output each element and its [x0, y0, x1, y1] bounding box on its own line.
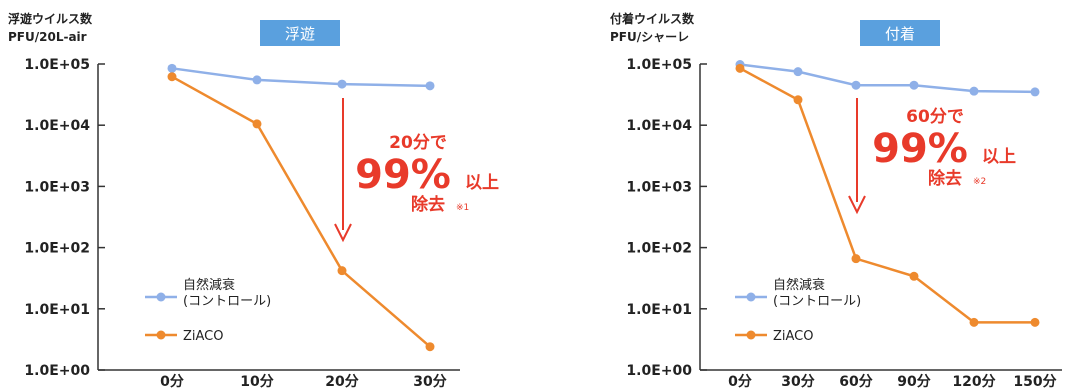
x-tick-label: 0分	[728, 374, 752, 389]
annotation-time: 20分で	[389, 133, 447, 153]
x-tick-label: 120分	[952, 374, 995, 389]
annotation-time: 60分で	[906, 107, 964, 127]
legend-swatch-control-dot	[746, 292, 756, 302]
legend-swatch-ziaco-dot	[156, 330, 166, 340]
y-tick-label: 1.0E+02	[24, 241, 90, 257]
legend-label-ziaco: ZiACO	[773, 329, 814, 344]
control-data-point	[252, 75, 262, 85]
y-axis-label-line2: PFU/20L-air	[8, 30, 87, 44]
ziaco-data-point	[167, 72, 177, 82]
annotation-removal: 除去	[928, 168, 962, 189]
ziaco-data-point	[851, 254, 861, 264]
legend-label-control-line1: 自然減衰	[183, 277, 235, 293]
control-data-point	[1030, 87, 1040, 97]
y-tick-label: 1.0E+04	[24, 118, 90, 134]
y-axis-label-line1: 付着ウイルス数	[610, 11, 695, 26]
legend-swatch-control-dot	[156, 292, 166, 302]
annotation-removal: 除去	[411, 194, 445, 215]
chart-title: 浮遊	[285, 25, 315, 43]
x-tick-label: 90分	[897, 374, 930, 389]
chart-title-box	[860, 20, 940, 46]
y-tick-label: 1.0E+02	[626, 241, 692, 257]
legend-label-control-line1: 自然減衰	[773, 277, 825, 293]
y-tick-label: 1.0E+01	[626, 302, 692, 318]
chart-title: 付着	[885, 25, 915, 43]
y-tick-label: 1.0E+01	[24, 302, 90, 318]
legend-label-ziaco: ZiACO	[183, 329, 224, 344]
ziaco-series-line	[739, 67, 1035, 324]
control-data-point	[167, 63, 177, 73]
control-series-line	[739, 63, 1036, 94]
x-tick-label: 150分	[1013, 374, 1056, 389]
annotation-percentage: 99%	[872, 126, 968, 172]
ziaco-series-line	[171, 75, 431, 348]
ziaco-data-point	[735, 63, 745, 73]
control-data-point	[909, 80, 919, 90]
annotation-percentage: 99%	[355, 152, 451, 198]
y-tick-label: 1.0E+03	[626, 179, 692, 195]
ziaco-data-point	[793, 95, 803, 105]
ziaco-data-point	[969, 317, 979, 327]
y-tick-label: 1.0E+04	[626, 118, 692, 134]
y-tick-label: 1.0E+03	[24, 179, 90, 195]
legend-label-control-line2: (コントロール)	[773, 294, 861, 309]
annotation-footnote-mark: ※2	[973, 177, 986, 187]
legend-label-control-line2: (コントロール)	[183, 294, 271, 309]
x-tick-label: 30分	[413, 374, 446, 389]
reduction-arrow-head	[334, 223, 352, 243]
control-data-point	[969, 86, 979, 96]
y-tick-label: 1.0E+00	[626, 363, 692, 379]
ziaco-data-point	[425, 342, 435, 352]
x-tick-label: 10分	[240, 374, 273, 389]
annotation-suffix: 以上	[465, 173, 499, 193]
y-tick-label: 1.0E+05	[626, 57, 692, 73]
y-tick-label: 1.0E+05	[24, 57, 90, 73]
y-axis-label-line1: 浮遊ウイルス数	[8, 11, 93, 26]
annotation-footnote-mark: ※1	[456, 203, 469, 213]
x-tick-label: 0分	[160, 374, 184, 389]
control-series-line	[171, 67, 431, 88]
control-data-point	[851, 80, 861, 90]
legend-swatch-ziaco-dot	[746, 330, 756, 340]
ziaco-data-point	[337, 266, 347, 276]
ziaco-data-point	[252, 119, 262, 129]
x-tick-label: 30分	[781, 374, 814, 389]
y-tick-label: 1.0E+00	[24, 363, 90, 379]
control-data-point	[793, 67, 803, 77]
reduction-arrow-head	[848, 195, 866, 215]
control-data-point	[425, 81, 435, 91]
y-axis-label-line2: PFU/シャーレ	[610, 30, 689, 44]
control-data-point	[337, 79, 347, 89]
ziaco-data-point	[909, 271, 919, 281]
x-tick-label: 60分	[839, 374, 872, 389]
chart-title-box	[260, 20, 340, 46]
ziaco-data-point	[1030, 317, 1040, 327]
annotation-suffix: 以上	[982, 147, 1016, 167]
x-tick-label: 20分	[325, 374, 358, 389]
